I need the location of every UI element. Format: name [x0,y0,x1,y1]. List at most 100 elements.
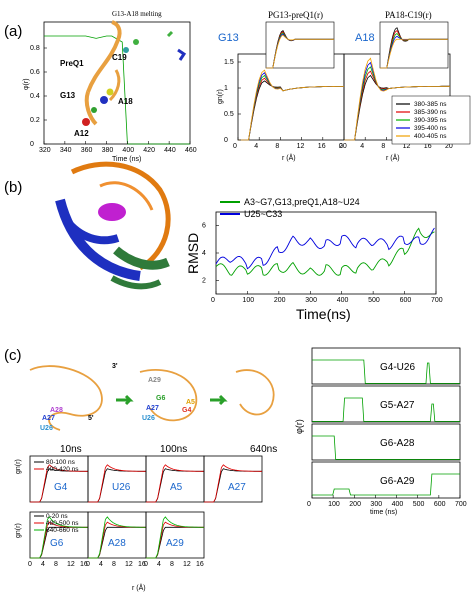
rmsd-y-tick-label: 6 [202,223,206,230]
gn-panel-label: U26 [112,482,131,493]
gn-x-tick-label: 4 [157,561,161,568]
gr-x2-tick-label: 16 [424,143,432,150]
gn-series-line [30,464,89,503]
melt-x-tick-label: 400 [122,147,134,154]
rmsd-x-tick-label: 200 [274,297,286,304]
gn-panel-label: G4 [54,482,68,493]
gn-series-line [146,464,205,503]
rmsd-y-tick-label: 2 [202,277,206,284]
gn-legend-label: 400-420 ns [46,466,79,473]
panel-label-c: (c) [4,347,22,364]
gn-legend-label: 0-20 ns [46,513,68,520]
gn-panel-label: G6 [50,538,64,549]
melt-ylabel: φ(r) [23,78,30,90]
gn-x-tick-label: 12 [183,561,191,568]
gr-y-tick-label: 0.5 [224,111,234,118]
phi-x-tick-label: 300 [370,501,382,508]
phi-ylabel: φ(r) [294,419,304,434]
gr-series-line [266,34,334,69]
gn-series-line [88,516,147,559]
phi-panel-frame [311,347,461,385]
gr-legend-label: 395-400 ns [414,125,447,132]
gn-ylabel-top: gn(r) [15,459,22,474]
rmsd-x-tick-label: 300 [305,297,317,304]
rmsd-x-tick-label: 500 [368,297,380,304]
melt-x-tick-label: 320 [39,147,51,154]
phi-xlabel: time (ns) [370,509,397,516]
melt-x-tick-label: 380 [102,147,114,154]
gr-series-line [344,57,451,141]
gn-xlabel: r (Å) [132,583,146,592]
gn-x-tick-label: 8 [170,561,174,568]
melt-title: G13-A18 melting [112,10,162,18]
panel-label-b: (b) [4,179,22,196]
gr-x2-tick-label: 20 [445,143,453,150]
gr-legend-label: 385-390 ns [414,109,447,116]
melt-x-tick-label: 440 [164,147,176,154]
gr-x-tick-label: 16 [318,143,326,150]
rmsd-x-tick-label: 600 [400,297,412,304]
gr-x-tick-label: 12 [297,143,305,150]
rmsd-y-tick-label: 4 [202,250,206,257]
gn-panel-frame [145,455,205,503]
snapshot-label: A27 [42,415,55,422]
structure-label: A12 [74,129,89,138]
gn-panel-label: A28 [108,538,126,549]
rna-structure-sketch [82,20,187,126]
melt-y-tick-label: 0.2 [30,117,40,124]
structure-label: PreQ1 [60,59,84,68]
snapshot-label: G6 [156,395,165,402]
gn-series-line [30,516,89,559]
phi-panel-label: G5-A27 [380,400,415,411]
melt-y-tick-label: 0.6 [30,69,40,76]
gr-x2-tick-label: 0 [339,143,343,150]
gr-x-tick-label: 8 [275,143,279,150]
gn-x-tick-label: 0 [28,561,32,568]
phi-panel-frame [311,385,461,423]
structure-label: A18 [118,97,133,106]
snapshot-label: U26 [40,425,53,432]
phi-panel-label: G4-U26 [380,362,415,373]
gr-xlabel-2: r (Å) [386,153,400,162]
gr-legend-label: 400-405 ns [414,133,447,140]
snapshot-time: 100ns [160,444,187,455]
snapshot-time: 10ns [60,444,82,455]
gn-x-tick-label: 12 [125,561,133,568]
gn-panel-label: A27 [228,482,246,493]
melt-y-tick-label: 0.8 [30,45,40,52]
gn-panel-label: A29 [166,538,184,549]
structure-label: G13 [60,91,76,100]
rmsd-series-green [215,227,435,276]
phi-x-tick-label: 0 [307,501,311,508]
gn-x-tick-label: 4 [41,561,45,568]
gn-panel-frame [203,455,263,503]
gn-series-line [204,464,263,503]
gn-x-tick-label: 16 [138,561,146,568]
melt-x-tick-label: 340 [60,147,72,154]
gr-ylabel: gn(r) [217,89,224,104]
gr-series-line [238,69,345,141]
gn-legend-label: 640-660 ns [46,527,79,534]
gr-plots: G13 A18 PG13-preQ1(r) PA18-C19(r) 0 4 8 12 1… [217,10,471,162]
rmsd-xlabel: Time(ns) [296,306,351,322]
gr-y-tick-label: 1 [224,85,228,92]
phi-panel-frame [311,461,461,499]
structure-label: C19 [112,53,127,62]
phi-stack: G4-U26 G5-A27 G6-A28 G6-A29 0 100 200 300 400 50… [294,347,467,516]
gn-x-tick-label: 16 [196,561,204,568]
melt-x-tick-label: 360 [81,147,93,154]
gr-inset-1 [265,21,335,69]
snapshot-time: 640ns [250,444,277,455]
gn-x-tick-label: 4 [99,561,103,568]
rmsd-x-tick-label: 0 [211,297,215,304]
phi-panel-label: G6-A29 [380,476,415,487]
gr-x2-tick-label: 12 [403,143,411,150]
gn-panel-frame [87,455,147,503]
melt-series-line [44,35,190,145]
phi-series-line [312,473,460,496]
snapshot-label: A5 [186,399,195,406]
rmsd-series-blue [215,227,435,270]
rmsd-frame [215,211,437,295]
gn-ylabel-bottom: gn(r) [15,523,22,538]
